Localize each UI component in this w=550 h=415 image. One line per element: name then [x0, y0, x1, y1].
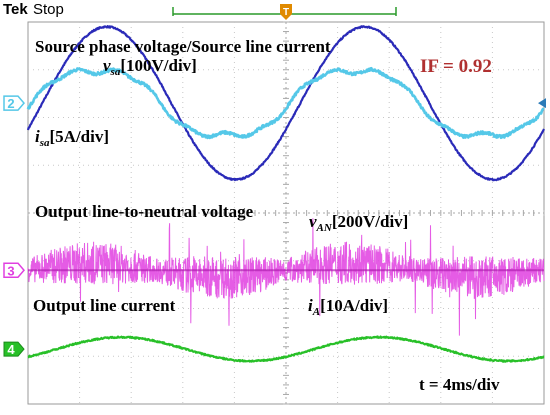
- isa-label: isa[5A/div]: [35, 127, 110, 149]
- output-current-title: Output line current: [33, 296, 176, 315]
- vsa-label: vsa[100V/div]: [103, 56, 197, 78]
- channel-4-marker: 4: [3, 341, 25, 357]
- trigger-marker-icon: T: [280, 4, 292, 20]
- svg-text:4: 4: [7, 342, 15, 357]
- waveforms: [26, 25, 545, 363]
- svg-text:3: 3: [7, 263, 14, 278]
- svg-text:2: 2: [7, 96, 14, 111]
- trigger-position-indicator: T: [172, 4, 397, 20]
- waveform-v_AN: [27, 218, 545, 336]
- source-title: Source phase voltage/Source line current: [35, 37, 331, 56]
- ia-label: iA[10A/div]: [308, 296, 389, 318]
- time-scale: t = 4ms/div: [419, 375, 500, 394]
- channel-2-level-arrow: [538, 98, 546, 109]
- acquisition-status: Stop: [33, 1, 64, 18]
- waveform-i_sa: [26, 67, 545, 140]
- van-label: vAN[200V/div]: [309, 212, 409, 234]
- svg-text:T: T: [283, 7, 289, 18]
- if-value: IF = 0.92: [420, 56, 492, 77]
- channel-3-marker: 3: [3, 262, 25, 278]
- output-voltage-title: Output line-to-neutral voltage: [35, 202, 254, 221]
- channel-2-marker: 2: [3, 95, 25, 111]
- waveform-v_sa: [26, 25, 545, 182]
- brand-label: Tek: [3, 1, 28, 18]
- waveform-i_A: [27, 335, 545, 363]
- channel-markers: 2 3 4: [3, 95, 546, 357]
